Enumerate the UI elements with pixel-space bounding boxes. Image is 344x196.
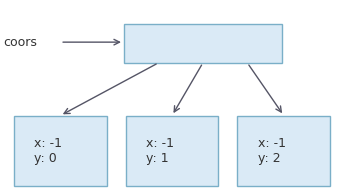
- Text: x: -1
y: 0: x: -1 y: 0: [34, 137, 62, 165]
- FancyBboxPatch shape: [124, 24, 282, 63]
- FancyBboxPatch shape: [126, 116, 218, 186]
- Text: coors: coors: [3, 36, 37, 49]
- Text: x: -1
y: 1: x: -1 y: 1: [146, 137, 174, 165]
- FancyBboxPatch shape: [237, 116, 330, 186]
- Text: x: -1
y: 2: x: -1 y: 2: [258, 137, 286, 165]
- FancyBboxPatch shape: [14, 116, 107, 186]
